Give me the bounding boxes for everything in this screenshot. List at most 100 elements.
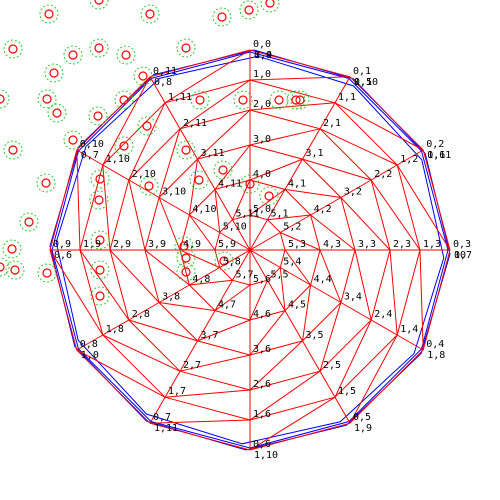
node-label-extra: 00 — [454, 250, 466, 261]
mesh-edge — [232, 249, 251, 281]
mesh-edge — [249, 422, 351, 451]
mesh-edge — [232, 214, 251, 221]
marker-halo — [3, 39, 23, 59]
mesh-edge — [189, 214, 220, 233]
marker-halo — [63, 45, 83, 65]
marker-point — [264, 191, 274, 201]
marker-halo — [63, 130, 83, 150]
node-labels: 0,00,10,20,30,40,50,60,70,80,90,100,11 1,… — [53, 39, 472, 461]
mesh-edge — [349, 334, 398, 424]
mesh-edge — [302, 302, 342, 342]
mesh-edge — [179, 370, 251, 391]
mesh-edge — [334, 334, 398, 398]
mesh-edge — [128, 179, 146, 251]
node-label: 2,9 — [113, 239, 131, 250]
node-label-extra: 0,6 — [54, 250, 72, 261]
node-label: 1,2 — [400, 154, 418, 165]
mesh-edge — [109, 249, 160, 303]
marker-point — [94, 195, 104, 205]
marker-point — [195, 95, 205, 105]
mesh-edge — [149, 422, 251, 451]
mesh-edge — [302, 340, 321, 372]
mesh-edge — [280, 232, 321, 251]
node-label: 4,7 — [218, 300, 236, 311]
mesh-edge — [310, 214, 356, 251]
marker-point — [217, 12, 227, 22]
marker-point — [42, 94, 52, 104]
mesh-edge — [197, 144, 251, 160]
node-label-extra: 1,0 — [81, 350, 99, 361]
mesh-edge — [149, 49, 251, 78]
marker-point — [44, 9, 54, 19]
mesh-edge — [197, 158, 216, 190]
marker-point — [142, 121, 152, 131]
node-label: 3,7 — [201, 330, 219, 341]
mesh-edge — [102, 319, 130, 336]
mesh-edge — [76, 149, 104, 166]
node-label-extra: 1,4 — [254, 50, 272, 61]
marker-halo — [90, 286, 110, 306]
marker-halo — [239, 0, 259, 20]
mesh-edge — [109, 249, 130, 321]
marker-halo — [214, 251, 234, 271]
mesh-edge — [319, 302, 342, 372]
marker-halo — [89, 190, 109, 210]
mesh-edge — [279, 232, 286, 251]
marker-point — [95, 291, 105, 301]
node-label: 5,4 — [283, 257, 301, 268]
marker-halo — [19, 212, 39, 232]
node-label: 0,6 — [253, 439, 271, 450]
mesh-edge — [334, 396, 351, 424]
mesh-edge — [419, 249, 424, 351]
node-label: 3,10 — [162, 187, 186, 198]
mesh-edge — [102, 334, 166, 398]
node-label: 2,5 — [323, 360, 341, 371]
marker-halo — [240, 174, 260, 194]
marker-halo — [174, 236, 194, 256]
mesh-edge — [370, 164, 398, 181]
mesh-edge — [159, 302, 216, 312]
marker-point — [68, 50, 78, 60]
node-label: 4,11 — [218, 178, 242, 189]
node-label: 5,1 — [271, 209, 289, 220]
mesh-edge — [249, 340, 303, 391]
mesh-edge — [189, 267, 220, 286]
node-label: 3,9 — [148, 239, 166, 250]
marker-halo — [47, 103, 67, 123]
mesh-edges — [49, 49, 451, 451]
marker-point — [194, 175, 204, 185]
node-label: 0,4 — [426, 339, 444, 350]
mesh-edge — [249, 249, 268, 281]
node-label: 1,10 — [106, 154, 130, 165]
mesh-edge — [396, 164, 451, 251]
mesh-edge — [284, 188, 341, 198]
node-label: 3,11 — [201, 148, 225, 159]
mesh-edge — [267, 267, 281, 281]
mesh-edge — [354, 249, 372, 321]
marker-halo — [2, 239, 22, 259]
marker-halo — [259, 186, 279, 206]
marker-halo — [212, 7, 232, 27]
mesh-edge — [389, 249, 398, 336]
mesh-edge — [284, 284, 311, 311]
mesh-edge — [396, 334, 424, 351]
marker-point — [291, 95, 301, 105]
mesh-edge — [76, 349, 151, 424]
node-label: 1,0 — [253, 69, 271, 80]
node-label: 4,0 — [253, 169, 271, 180]
marker-halo — [114, 136, 134, 156]
node-label: 2,7 — [183, 360, 201, 371]
node-label: 0,2 — [426, 139, 444, 150]
mesh-edge — [197, 109, 251, 160]
mesh-edge — [219, 232, 251, 251]
mesh-edge — [340, 249, 356, 303]
node-label: 2,4 — [374, 309, 392, 320]
marker-point — [8, 145, 18, 155]
marker-point — [119, 141, 129, 151]
node-label: 4,3 — [323, 239, 341, 250]
mesh-edge — [214, 310, 251, 321]
mesh-edge — [334, 76, 351, 104]
marker-point — [144, 181, 154, 191]
mesh-edge — [267, 189, 286, 220]
mesh-edge — [149, 419, 251, 424]
